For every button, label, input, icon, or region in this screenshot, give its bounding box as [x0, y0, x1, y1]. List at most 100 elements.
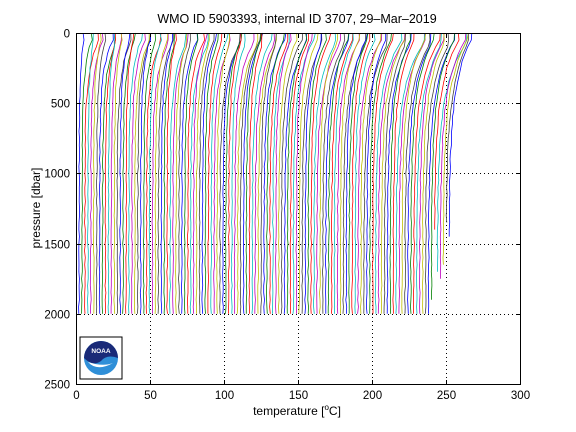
profile-line — [101, 32, 116, 314]
profile-line — [183, 32, 199, 314]
y-tick-label: 2500 — [44, 380, 70, 392]
profile-line — [189, 32, 209, 314]
profile-line — [410, 32, 435, 314]
profile-line — [242, 32, 264, 314]
profile-line — [198, 32, 215, 314]
profile-line — [442, 32, 469, 265]
profile-line — [195, 32, 210, 314]
profile-line — [280, 32, 303, 314]
y-axis-label: pressure [dbar] — [29, 168, 43, 249]
profile-line — [269, 32, 289, 314]
profile-line — [401, 32, 427, 314]
profile-line — [181, 32, 199, 314]
profile-line — [216, 32, 230, 314]
profile-line — [119, 32, 131, 314]
x-tick-label: 50 — [144, 390, 157, 402]
profile-line — [210, 32, 229, 314]
profile-line — [342, 32, 367, 314]
profile-line — [92, 32, 102, 314]
plot-frame — [76, 33, 521, 385]
profile-line — [424, 32, 450, 314]
profile-line — [392, 32, 415, 314]
x-axis-label-suffix: C] — [329, 404, 341, 418]
profile-line — [292, 32, 316, 314]
profile-line — [333, 32, 354, 314]
profile-line — [404, 32, 431, 314]
profile-line — [407, 32, 432, 314]
profile-line — [448, 32, 473, 237]
profile-line — [357, 32, 383, 314]
profile-line — [374, 32, 403, 314]
profile-line — [304, 32, 322, 314]
profile-line — [172, 32, 189, 314]
profile-line — [219, 32, 241, 314]
profile-line — [254, 32, 275, 314]
grid — [76, 33, 520, 384]
profile-line — [327, 32, 350, 314]
profile-line — [166, 32, 177, 314]
profile-line — [113, 32, 123, 314]
profile-line — [104, 32, 116, 314]
profile-line — [365, 33, 387, 314]
temperature-profiles — [78, 32, 473, 314]
logo-text: NOAA — [91, 348, 110, 355]
profile-line — [175, 32, 188, 314]
profile-line — [272, 32, 290, 314]
x-axis-label-degree: o — [324, 403, 329, 412]
profile-line — [275, 32, 292, 314]
profile-line — [412, 32, 441, 314]
profile-line — [289, 32, 310, 314]
profile-line — [142, 32, 156, 314]
profile-line — [324, 32, 350, 314]
profile-line — [122, 32, 136, 314]
noaa-logo: NOAA — [79, 336, 123, 380]
profile-line — [307, 32, 327, 314]
profile-line — [389, 32, 411, 314]
profile-line — [225, 32, 243, 314]
profile-line — [348, 32, 369, 314]
profile-line — [427, 32, 456, 314]
profile-line — [154, 32, 169, 314]
profile-line — [286, 32, 308, 314]
y-tick-label: 1500 — [44, 240, 70, 252]
x-axis-label-prefix: temperature [ — [253, 404, 325, 418]
profile-line — [145, 32, 162, 314]
profile-line — [310, 32, 332, 314]
profile-line — [371, 32, 394, 314]
profile-line — [266, 32, 285, 314]
profile-line — [321, 32, 346, 314]
profile-line — [169, 32, 187, 314]
profile-line — [380, 32, 407, 314]
x-tick-label: 0 — [73, 390, 79, 402]
profile-line — [345, 32, 368, 314]
profile-line — [336, 32, 360, 314]
profile-line — [131, 32, 146, 314]
y-tick-label: 500 — [51, 99, 70, 111]
profile-line — [313, 32, 337, 314]
profile-line — [160, 32, 174, 314]
profile-line — [87, 32, 94, 314]
profile-line — [319, 32, 339, 314]
x-axis-label: temperature [oC] — [253, 403, 341, 418]
profile-line — [354, 32, 376, 314]
y-tick-label: 0 — [64, 29, 70, 41]
y-tick-label: 1000 — [44, 169, 70, 181]
profile-line — [295, 32, 313, 314]
profile-line — [148, 32, 162, 314]
x-tick-label: 150 — [289, 390, 308, 402]
x-tick-label: 250 — [437, 390, 456, 402]
profile-line — [110, 32, 122, 314]
profile-line — [186, 32, 206, 314]
profile-line — [278, 32, 298, 314]
profile-line — [368, 32, 392, 314]
profile-line — [178, 32, 191, 314]
profile-line — [260, 32, 277, 314]
profile-line — [301, 32, 323, 314]
profile-line — [351, 32, 371, 314]
profile-line — [421, 32, 445, 314]
logo-bird-wing — [88, 362, 113, 368]
x-tick-label: 100 — [215, 390, 234, 402]
profile-line — [192, 32, 208, 314]
profile-line — [434, 32, 460, 230]
